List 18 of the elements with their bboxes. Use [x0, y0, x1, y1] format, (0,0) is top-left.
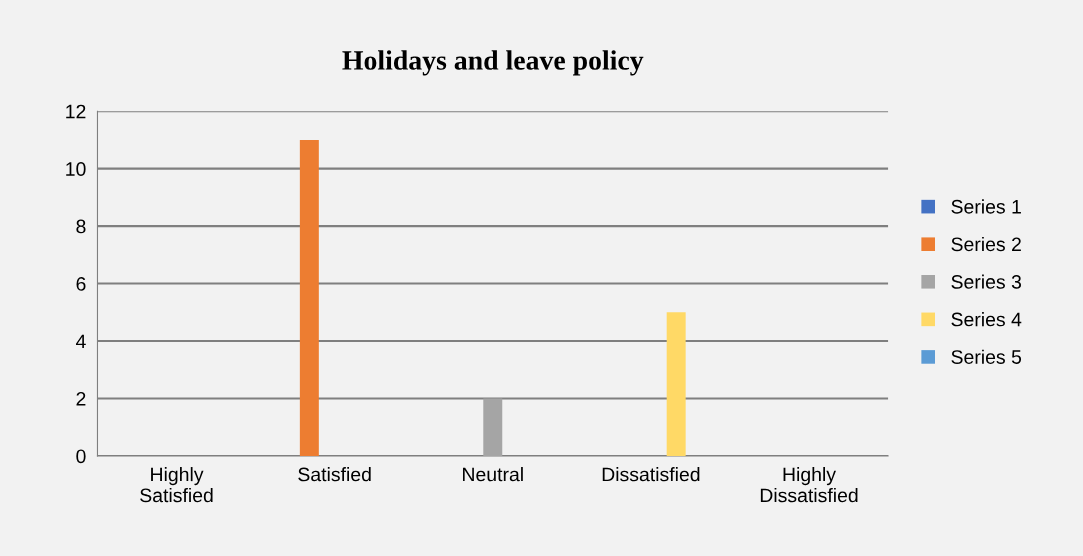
legend-label: Series 2	[951, 236, 1021, 252]
x-tick-label: Satisfied	[298, 467, 371, 482]
legend-label: Series 3	[951, 274, 1022, 289]
x-tick-label: Highly Dissatisfied	[760, 467, 858, 503]
x-tick-label: Highly Satisfied	[140, 467, 213, 503]
y-tick-label: 12	[66, 104, 86, 119]
y-tick-label: 2	[76, 391, 86, 406]
y-tick-label: 6	[76, 277, 86, 291]
x-tick-label: Neutral	[463, 467, 523, 482]
x-tick-label: Dissatisfied	[602, 467, 700, 482]
y-tick-label: 0	[76, 449, 86, 464]
y-tick-label: 4	[75, 334, 86, 349]
legend-label: Series 1	[951, 199, 1021, 214]
legend-label: Series 5	[951, 349, 1022, 364]
chart-title: Holidays and leave policy	[342, 50, 644, 76]
y-tick-label: 8	[76, 219, 86, 234]
y-tick-label: 10	[66, 162, 86, 176]
legend-label: Series 4	[951, 312, 1022, 327]
